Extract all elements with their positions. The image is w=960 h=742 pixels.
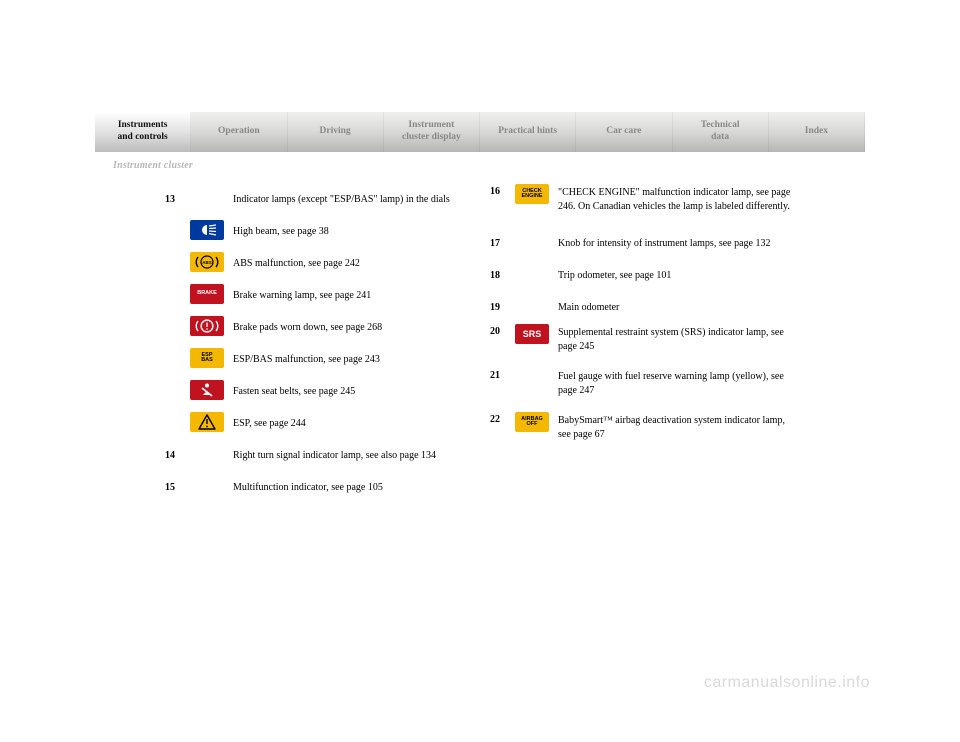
indicator-icon: [189, 411, 225, 433]
indicator-row: 18 Trip odometer, see page 101: [490, 259, 795, 289]
row-number: 15: [165, 479, 189, 493]
indicator-row: 16CHECKENGINE "CHECK ENGINE" malfunction …: [490, 183, 795, 225]
row-number: [165, 357, 189, 360]
indicator-row: BRAKE Brake warning lamp, see page 241: [165, 279, 470, 309]
brake-icon: BRAKE: [190, 284, 224, 304]
row-number: 13: [165, 191, 189, 205]
indicator-row: ESPBAS ESP/BAS malfunction, see page 243: [165, 343, 470, 373]
row-description: Right turn signal indicator lamp, see al…: [233, 446, 436, 463]
tab-technical-data[interactable]: Technicaldata: [673, 112, 769, 152]
beam-icon: [190, 220, 224, 240]
row-number: 19: [490, 299, 514, 313]
row-number: 17: [490, 235, 514, 249]
indicator-icon: [189, 379, 225, 401]
row-description: Brake pads worn down, see page 268: [233, 318, 382, 335]
row-number: [165, 261, 189, 264]
row-number: 14: [165, 447, 189, 461]
indicator-row: Fasten seat belts, see page 245: [165, 375, 470, 405]
tab-instruments-and-cont[interactable]: Instrumentsand controls: [95, 112, 191, 152]
row-description: Brake warning lamp, see page 241: [233, 286, 371, 303]
esp-bas-icon: ESPBAS: [190, 348, 224, 368]
check-engine-icon: CHECKENGINE: [515, 184, 549, 204]
brakewear-icon: [190, 316, 224, 336]
watermark-text: carmanualsonline.info: [704, 674, 870, 692]
indicator-row: 20SRS Supplemental restraint system (SRS)…: [490, 323, 795, 365]
airbag-off-icon: AIRBAGOFF: [515, 412, 549, 432]
row-number: [165, 325, 189, 328]
row-number: 21: [490, 367, 514, 381]
row-description: ABS malfunction, see page 242: [233, 254, 360, 271]
section-subtitle: Instrument cluster: [113, 160, 865, 171]
indicator-row: 15 Multifunction indicator, see page 105: [165, 471, 470, 501]
indicator-row: ABS ABS malfunction, see page 242: [165, 247, 470, 277]
right-column: 16CHECKENGINE "CHECK ENGINE" malfunction …: [490, 183, 795, 503]
indicator-icon: ESPBAS: [189, 347, 225, 369]
row-number: [165, 293, 189, 296]
row-number: [165, 421, 189, 424]
row-number: [165, 389, 189, 392]
indicator-icon: AIRBAGOFF: [514, 411, 550, 433]
row-description: "CHECK ENGINE" malfunction indicator lam…: [558, 183, 795, 213]
tab-instrument-cluster-d[interactable]: Instrumentcluster display: [384, 112, 480, 152]
row-description: Indicator lamps (except "ESP/BAS" lamp) …: [233, 190, 450, 207]
row-description: High beam, see page 38: [233, 222, 329, 239]
indicator-row: 17 Knob for intensity of instrument lamps…: [490, 227, 795, 257]
content-columns: 13 Indicator lamps (except "ESP/BAS" lamp…: [95, 183, 865, 503]
triangle-icon: [190, 412, 224, 432]
indicator-row: ESP, see page 244: [165, 407, 470, 437]
indicator-icon: [189, 219, 225, 241]
row-description: Fuel gauge with fuel reserve warning lam…: [558, 367, 795, 397]
indicator-row: 19 Main odometer: [490, 291, 795, 321]
indicator-row: High beam, see page 38: [165, 215, 470, 245]
indicator-icon: [189, 315, 225, 337]
row-description: Knob for intensity of instrument lamps, …: [558, 234, 770, 251]
indicator-row: 22AIRBAGOFF BabySmart™ airbag deactivatio…: [490, 411, 795, 453]
indicator-row: 14 Right turn signal indicator lamp, see …: [165, 439, 470, 469]
row-description: ESP, see page 244: [233, 414, 306, 431]
row-number: 16: [490, 183, 514, 197]
tab-operation[interactable]: Operation: [191, 112, 287, 152]
indicator-row: 13 Indicator lamps (except "ESP/BAS" lamp…: [165, 183, 470, 213]
indicator-icon: CHECKENGINE: [514, 183, 550, 205]
indicator-row: Brake pads worn down, see page 268: [165, 311, 470, 341]
tab-driving[interactable]: Driving: [288, 112, 384, 152]
indicator-icon: ABS: [189, 251, 225, 273]
seatbelt-icon: [190, 380, 224, 400]
srs-icon: SRS: [515, 324, 549, 344]
row-description: Trip odometer, see page 101: [558, 266, 671, 283]
row-description: Multifunction indicator, see page 105: [233, 478, 383, 495]
abs-icon: ABS: [190, 252, 224, 272]
row-description: Fasten seat belts, see page 245: [233, 382, 355, 399]
row-description: Main odometer: [558, 298, 619, 315]
row-number: 20: [490, 323, 514, 337]
tab-index[interactable]: Index: [769, 112, 865, 152]
row-number: [165, 229, 189, 232]
left-column: 13 Indicator lamps (except "ESP/BAS" lamp…: [165, 183, 470, 503]
row-number: 22: [490, 411, 514, 425]
tab-practical-hints[interactable]: Practical hints: [480, 112, 576, 152]
row-number: 18: [490, 267, 514, 281]
row-description: Supplemental restraint system (SRS) indi…: [558, 323, 795, 353]
indicator-icon: BRAKE: [189, 283, 225, 305]
indicator-icon: SRS: [514, 323, 550, 345]
row-description: ESP/BAS malfunction, see page 243: [233, 350, 380, 367]
manual-page: Instrumentsand controlsOperationDrivingI…: [95, 0, 865, 503]
tab-car-care[interactable]: Car care: [576, 112, 672, 152]
nav-tabs: Instrumentsand controlsOperationDrivingI…: [95, 112, 865, 152]
svg-text:ABS: ABS: [202, 260, 212, 265]
row-description: BabySmart™ airbag deactivation system in…: [558, 411, 795, 441]
indicator-row: 21 Fuel gauge with fuel reserve warning l…: [490, 367, 795, 409]
